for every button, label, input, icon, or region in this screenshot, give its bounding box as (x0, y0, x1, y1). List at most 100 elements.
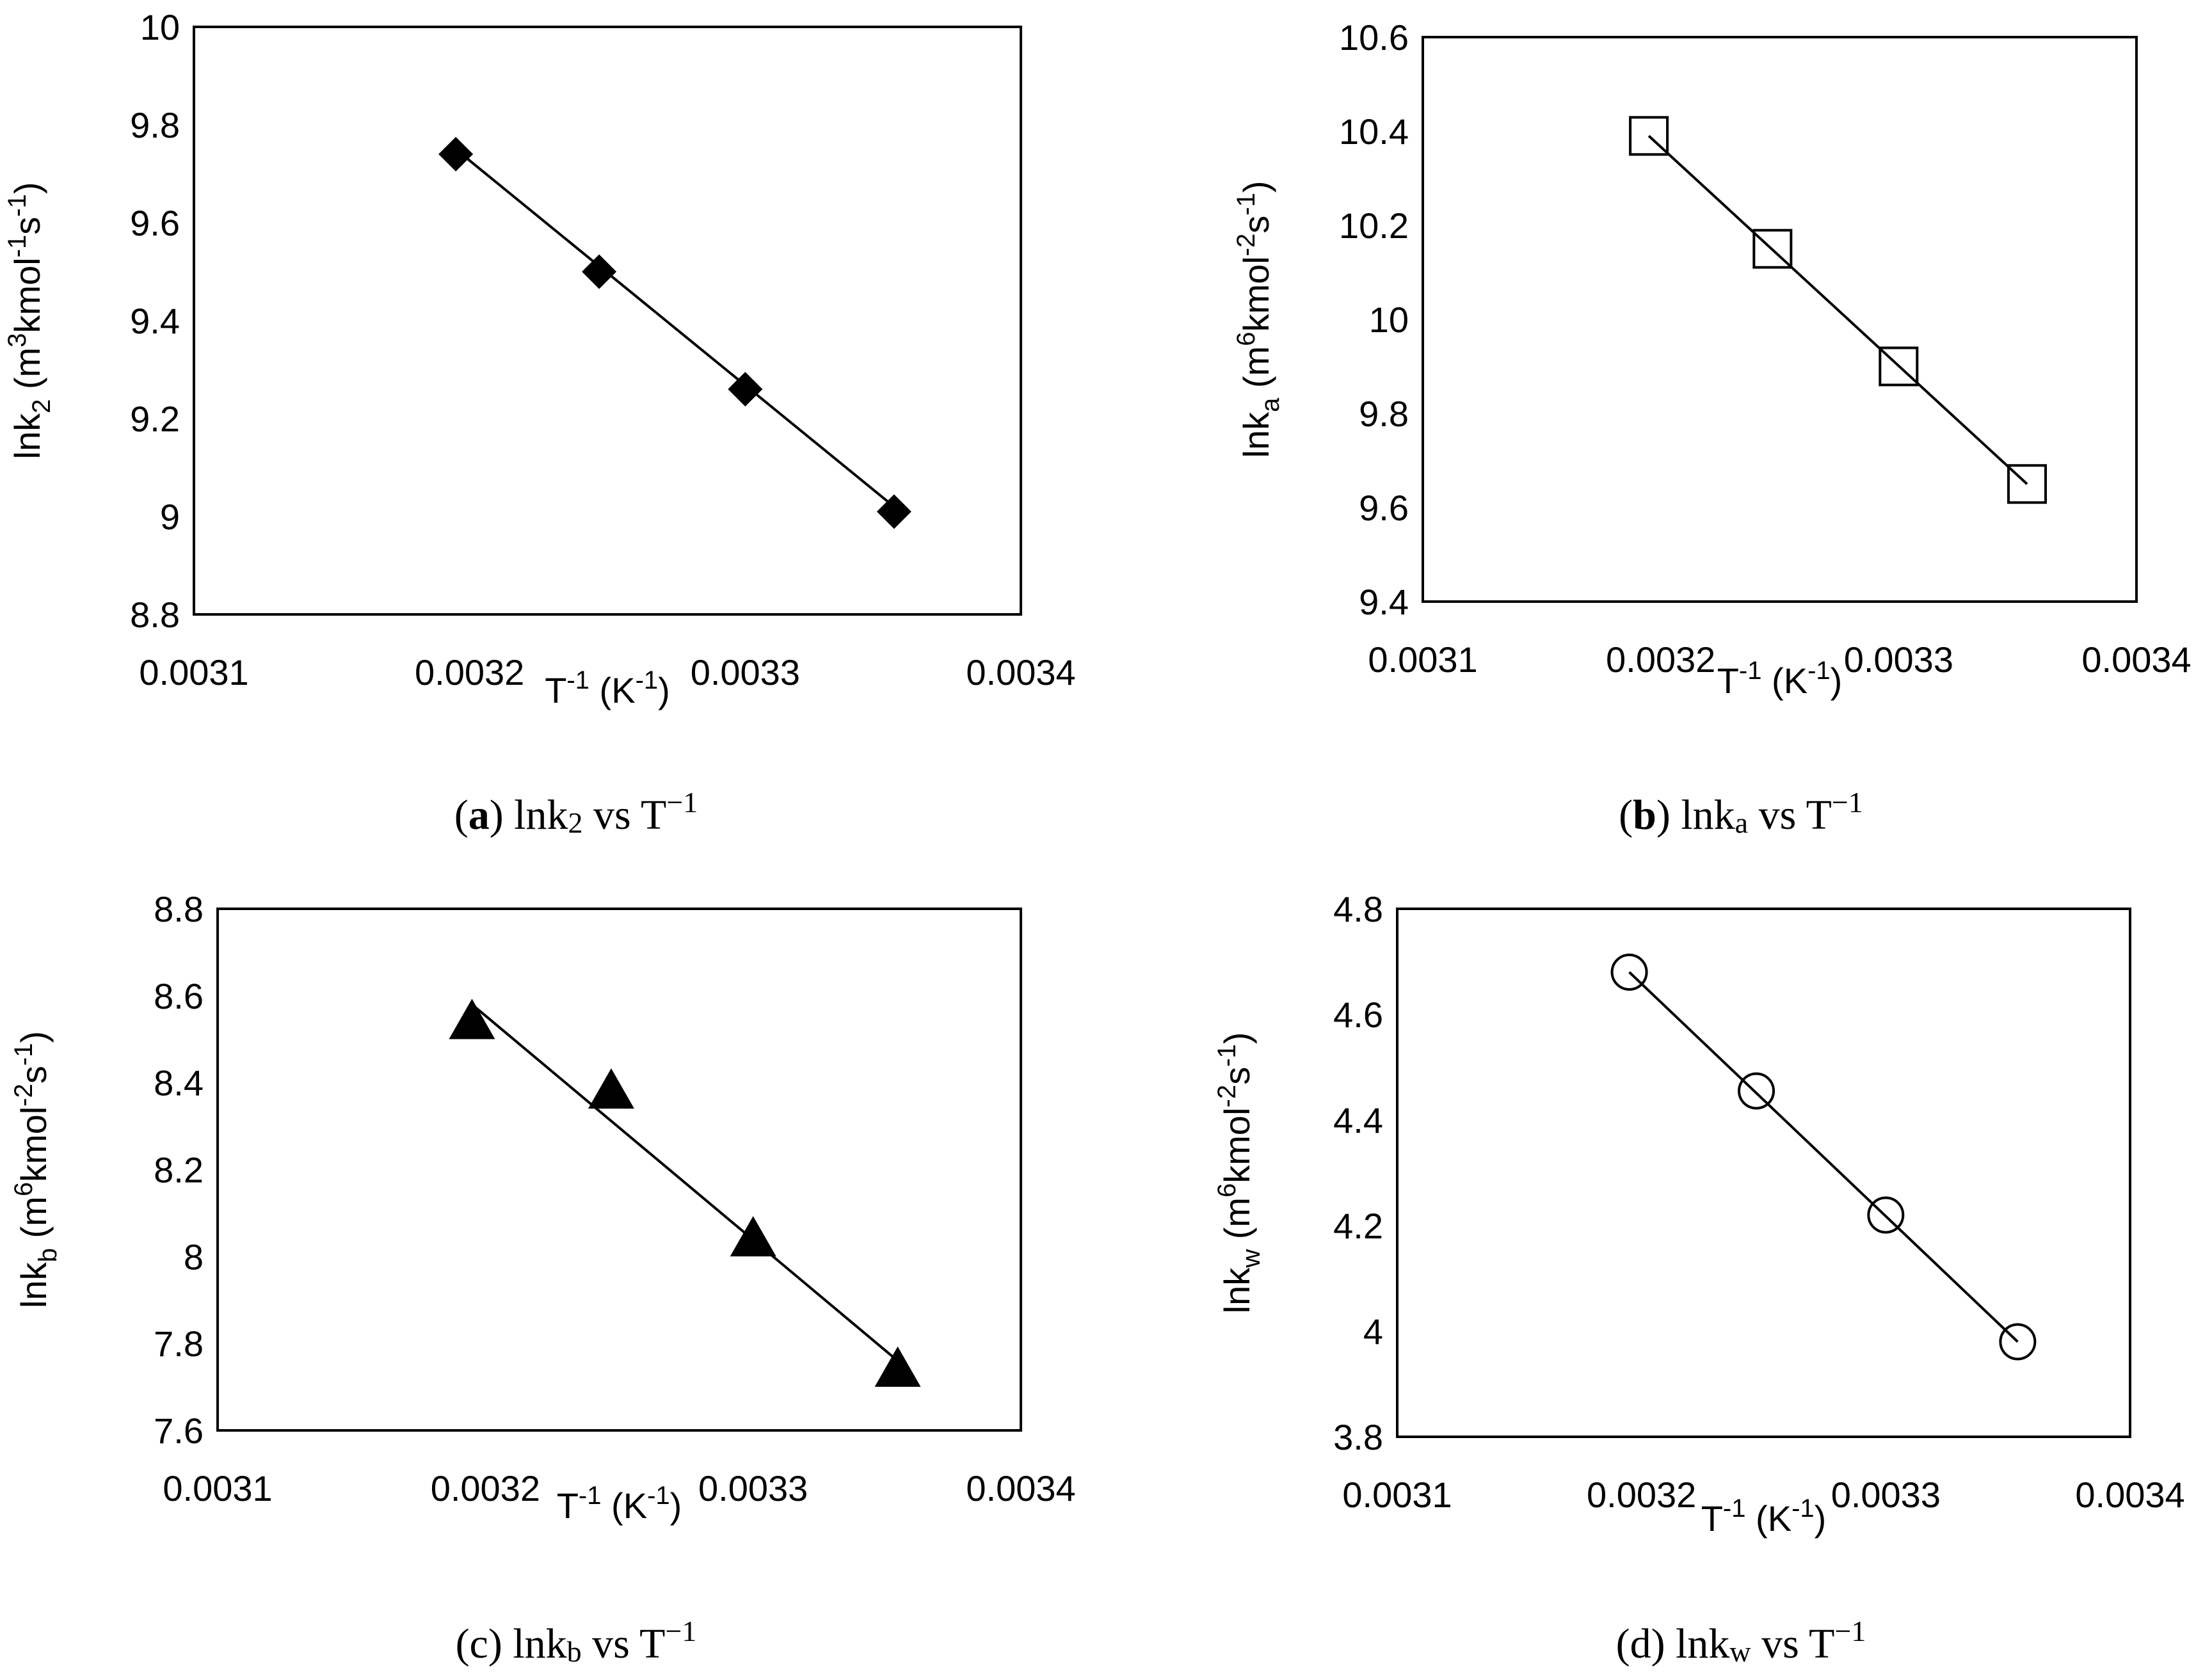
y-axis-title-units-exp: -1 (1213, 1044, 1241, 1067)
data-point-circle (1738, 1072, 1775, 1110)
caption-quantity: ) lnk (1656, 792, 1735, 838)
x-tick-label: 0.0032 (1606, 639, 1715, 680)
y-tick-label: 8.2 (154, 1150, 204, 1190)
y-axis-title: lnka (m6kmol-2s-1) (1232, 181, 1285, 458)
x-axis-title-close: ) (1831, 660, 1843, 701)
y-axis-title-sub: 2 (28, 399, 56, 413)
y-tick-label: 8.8 (130, 595, 180, 635)
y-axis-title-units-exp: 6 (10, 1182, 38, 1196)
caption-sub: 2 (568, 806, 583, 839)
y-axis-title-main: lnk (13, 1261, 54, 1308)
x-tick-label: 0.0032 (431, 1468, 540, 1508)
y-axis-title-close: ) (13, 1031, 54, 1043)
data-point-square (2007, 464, 2048, 504)
caption-letter: d (1630, 1620, 1651, 1667)
y-tick-label: 9.4 (1359, 582, 1409, 622)
y-tick-label: 8.8 (154, 889, 204, 929)
x-tick-label: 0.0033 (1844, 639, 1953, 680)
x-axis-title-close: ) (670, 1485, 682, 1526)
data-point-circle (1610, 954, 1648, 991)
y-axis-title-units-exp: -2 (10, 1084, 38, 1107)
y-tick-label: 4.8 (1333, 889, 1383, 929)
y-axis-title-units: (m (1236, 346, 1276, 398)
x-tick-label: 0.0034 (966, 1468, 1075, 1508)
y-axis-title-sub: a (1256, 397, 1285, 412)
data-point-triangle (730, 1216, 776, 1257)
y-axis-title-units: s (1236, 216, 1276, 234)
x-tick-label: 0.0032 (1587, 1475, 1696, 1515)
y-tick-label: 10.2 (1339, 205, 1409, 246)
y-tick-label: 4.6 (1333, 995, 1383, 1035)
x-axis-title-sup: -1 (1739, 657, 1762, 685)
caption-paren: ( (454, 792, 469, 838)
x-axis-title-units-sup: -1 (1807, 657, 1831, 685)
y-axis-title-units: (m (7, 348, 47, 399)
caption-rest: vs T (1748, 792, 1832, 838)
y-tick-label: 4.2 (1333, 1206, 1383, 1246)
caption-sup: −1 (1832, 786, 1863, 819)
x-axis-title-units: (K (1762, 660, 1808, 701)
x-axis-title-units-sup: -1 (1791, 1494, 1815, 1523)
y-axis-title-units: kmol (7, 257, 47, 333)
y-tick-label: 9.8 (130, 105, 180, 145)
y-axis-title: lnkb (m6kmol-2s-1) (10, 1031, 62, 1308)
y-axis-title: lnkw (m6kmol-2s-1) (1213, 1032, 1265, 1314)
y-tick-label: 9.8 (1359, 394, 1409, 434)
x-tick-label: 0.0034 (2075, 1475, 2184, 1515)
caption-rest: vs T (582, 1620, 666, 1667)
y-tick-label: 9.2 (130, 399, 180, 439)
y-tick-label: 4.4 (1333, 1100, 1383, 1140)
data-point-diamond (728, 372, 763, 407)
x-tick-label: 0.0031 (163, 1468, 272, 1508)
y-axis-title-units-exp: -2 (1213, 1085, 1241, 1108)
chart-panel-d: 3.8 4 4.2 4.4 4.6 4.8 0.0031 0.0032 0.0033 0.0034… (1213, 889, 2185, 1668)
caption-letter: c (470, 1620, 488, 1667)
x-axis-title-main: T (557, 1485, 579, 1526)
y-axis-title: lnk2 (m3kmol-1s-1) (3, 182, 56, 460)
y-axis-title-units: s (7, 217, 47, 235)
plot-area-frame (216, 908, 1022, 1432)
y-tick-label: 7.8 (154, 1324, 204, 1364)
x-tick-label: 0.0031 (1368, 639, 1477, 680)
caption-paren: ( (1619, 792, 1633, 838)
y-axis-title-units-exp: 6 (1213, 1183, 1241, 1197)
x-axis-title-units: (K (602, 1485, 648, 1526)
y-tick-label: 8 (184, 1236, 204, 1277)
y-axis-title-units-exp: -1 (3, 235, 31, 258)
caption-paren: ( (1616, 1620, 1630, 1667)
y-tick-label: 9 (160, 497, 180, 537)
panel-caption: (c) lnkb vs T−1 (456, 1615, 697, 1668)
caption-rest: vs T (1751, 1620, 1835, 1667)
y-axis-title-sub: w (1237, 1249, 1265, 1268)
caption-sub: a (1735, 806, 1748, 839)
x-axis-title-main: T (1717, 660, 1739, 701)
x-tick-label: 0.0034 (966, 652, 1075, 692)
y-axis-title-main: lnk (7, 413, 47, 460)
y-tick-label: 7.6 (154, 1411, 204, 1451)
y-axis-title-close: ) (1217, 1032, 1257, 1044)
caption-letter: a (469, 792, 490, 838)
y-axis-title-units: kmol (13, 1107, 54, 1182)
x-axis-title-units: (K (1746, 1498, 1792, 1539)
x-axis-title-close: ) (658, 670, 670, 710)
y-axis-title-sub: b (34, 1248, 62, 1262)
caption-sub: b (567, 1635, 582, 1668)
data-point-square (1879, 346, 1919, 387)
data-point-triangle (874, 1346, 921, 1387)
y-axis-title-units: s (13, 1066, 54, 1084)
data-point-square (1629, 116, 1669, 156)
y-tick-label: 8.6 (154, 976, 204, 1016)
plot-area-frame (193, 26, 1022, 616)
x-axis-title-sup: -1 (579, 1482, 602, 1510)
x-axis-title: T-1 (K-1) (1701, 1494, 1827, 1539)
x-axis-title-main: T (545, 670, 566, 710)
trend-line (1647, 134, 2028, 485)
x-tick-label: 0.0033 (1831, 1475, 1941, 1515)
x-tick-label: 0.0031 (139, 652, 248, 692)
caption-sup: −1 (666, 786, 698, 819)
y-tick-label: 9.6 (130, 203, 180, 243)
x-axis-title-sup: -1 (1723, 1494, 1746, 1523)
plot-area-frame (1396, 908, 2131, 1438)
caption-sub: w (1729, 1635, 1751, 1668)
